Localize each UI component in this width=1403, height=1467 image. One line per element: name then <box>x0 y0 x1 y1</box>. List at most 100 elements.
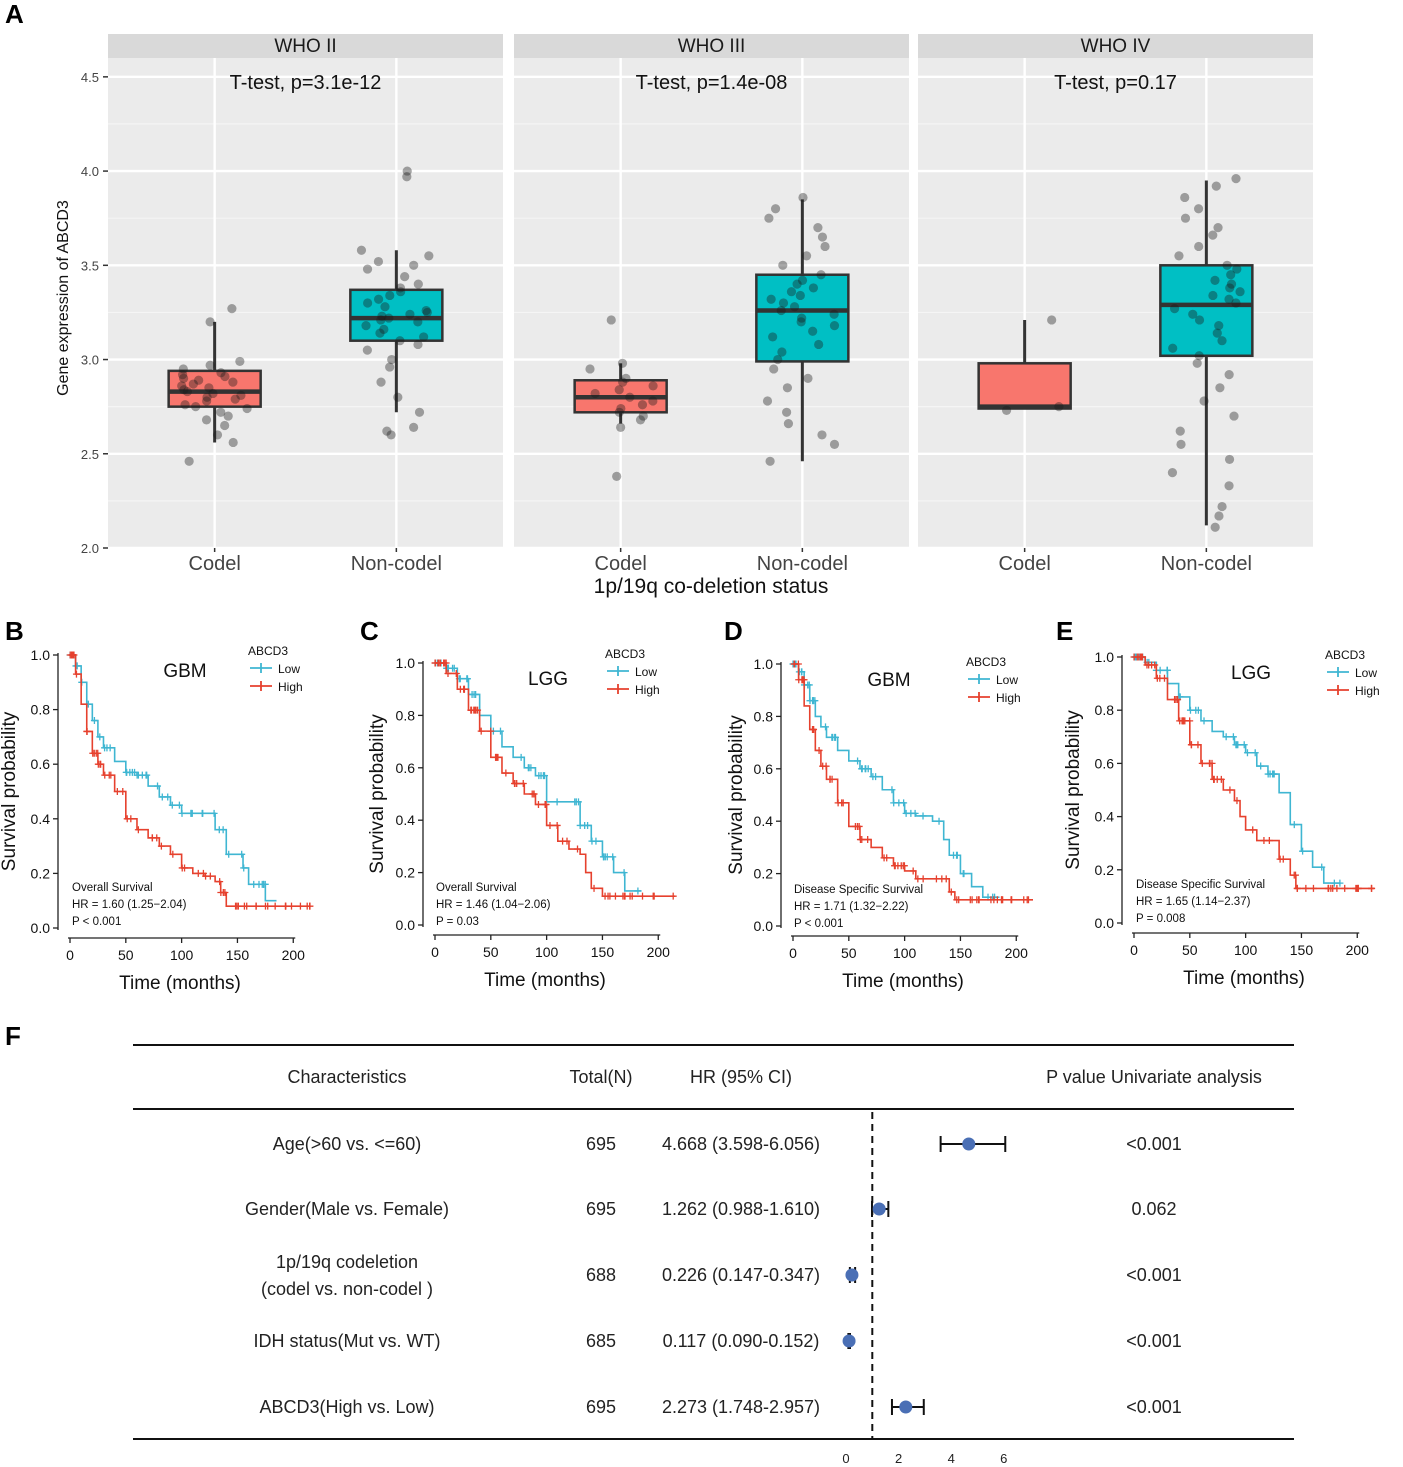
jitter-point <box>1213 223 1223 233</box>
legend-label-high: High <box>996 691 1021 705</box>
jitter-point <box>208 388 218 399</box>
censor-mark <box>243 902 251 910</box>
row-characteristic: Age(>60 vs. <=60) <box>273 1134 422 1154</box>
jitter-point <box>782 407 792 417</box>
censor-mark <box>154 782 162 790</box>
censor-mark <box>914 875 922 883</box>
jitter-point <box>796 317 806 327</box>
y-tick-label: 0.8 <box>1095 702 1115 718</box>
jitter-point <box>380 302 390 312</box>
facet-strip-label: WHO II <box>274 36 336 57</box>
censor-mark <box>1187 741 1195 749</box>
jitter-point <box>1180 192 1190 203</box>
censor-mark <box>534 800 542 808</box>
jitter-point <box>814 339 824 350</box>
censor-mark <box>795 676 803 684</box>
censor-mark <box>148 834 156 842</box>
box-codel <box>573 315 668 481</box>
jitter-point <box>1054 402 1064 412</box>
jitter-point <box>618 377 628 387</box>
x-tick-label: 0 <box>789 945 797 961</box>
censor-mark <box>1174 696 1182 704</box>
jitter-point <box>413 317 423 327</box>
row-hr: 2.273 (1.748-2.957) <box>662 1397 820 1417</box>
jitter-point <box>1180 213 1191 223</box>
hr-point <box>899 1400 913 1414</box>
censor-mark <box>234 902 242 910</box>
censor-mark <box>296 902 304 910</box>
censor-mark <box>157 842 165 850</box>
jitter-point <box>414 407 425 417</box>
censor-mark <box>210 809 218 817</box>
censor-mark <box>888 786 896 794</box>
jitter-point <box>1226 270 1236 280</box>
x-tick-label: 200 <box>1005 945 1029 961</box>
jitter-point <box>817 232 828 242</box>
jitter-point <box>803 373 813 383</box>
jitter-point <box>1169 304 1180 314</box>
box-non-codel <box>755 192 850 466</box>
censor-mark <box>70 651 78 659</box>
y-axis-title: Survival probability <box>1063 710 1084 870</box>
censor-mark <box>1293 884 1301 892</box>
censor-mark <box>895 799 903 807</box>
y-tick-label: 0.4 <box>754 813 774 829</box>
y-axis-title: Gene expression of ABCD3 <box>55 200 72 396</box>
censor-mark <box>252 902 260 910</box>
y-tick-label: 0.2 <box>396 865 416 881</box>
censor-mark <box>492 753 500 761</box>
censor-mark <box>1008 896 1016 904</box>
row-total: 695 <box>586 1134 616 1154</box>
stats-line: HR = 1.60 (1.25−2.04) <box>72 899 187 911</box>
facet-background <box>918 58 1313 548</box>
jitter-point <box>614 385 624 395</box>
censor-mark <box>431 659 439 667</box>
jitter-point <box>1167 468 1178 478</box>
y-tick-label: 1.0 <box>754 656 774 672</box>
legend-title: ABCD3 <box>966 655 1006 669</box>
jitter-point <box>376 377 386 387</box>
censor-mark <box>861 765 869 773</box>
jitter-point <box>1208 230 1218 240</box>
censor-mark <box>106 744 114 752</box>
censor-mark <box>502 769 510 777</box>
jitter-point <box>385 290 395 301</box>
jitter-point <box>236 390 246 400</box>
facet-strip-label: WHO IV <box>1081 36 1151 57</box>
header-pvalue: P value Univariate analysis <box>1046 1067 1262 1087</box>
x-tick-label: Codel <box>189 553 241 575</box>
jitter-point <box>777 347 787 357</box>
censor-mark <box>175 801 183 809</box>
censor-mark <box>821 723 829 731</box>
jitter-point <box>178 370 188 380</box>
legend-label-low: Low <box>996 673 1018 687</box>
stats-line: HR = 1.71 (1.32−2.22) <box>794 901 909 913</box>
censor-mark <box>828 775 836 783</box>
y-tick-label: 2.5 <box>81 447 99 462</box>
censor-mark <box>178 864 186 872</box>
jitter-point <box>405 309 415 319</box>
censor-mark <box>831 733 839 741</box>
facet-strip <box>108 34 503 58</box>
censor-mark <box>975 896 983 904</box>
stats-line: Disease Specific Survival <box>794 884 923 896</box>
jitter-point <box>182 386 192 397</box>
jitter-point <box>188 379 198 389</box>
censor-mark <box>472 690 480 698</box>
x-tick-label: 0 <box>431 944 439 960</box>
censor-mark <box>1240 741 1248 749</box>
jitter-point <box>768 332 778 342</box>
x-tick-label: 100 <box>535 944 559 960</box>
censor-mark <box>496 727 504 735</box>
row-hr: 0.117 (0.090-0.152) <box>663 1331 820 1351</box>
x-tick-label: 0 <box>66 947 74 963</box>
jitter-point <box>1174 251 1184 261</box>
jitter-point <box>205 360 215 370</box>
facet-strip <box>918 34 1313 58</box>
x-tick-label: 50 <box>841 945 857 961</box>
censor-mark <box>815 746 823 754</box>
jitter-point <box>1210 275 1220 285</box>
censor-mark <box>590 884 598 892</box>
censor-mark <box>634 887 642 895</box>
